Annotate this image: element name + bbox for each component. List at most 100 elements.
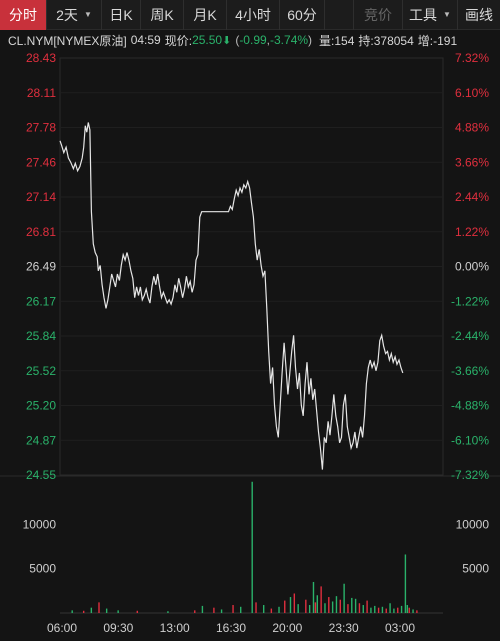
volume-bar xyxy=(314,602,317,613)
price-tick-label: 25.84 xyxy=(26,329,56,343)
tools-dropdown[interactable]: 工具 ▼ xyxy=(403,0,457,30)
time-tick-label: 13:00 xyxy=(160,621,190,635)
divider xyxy=(324,0,325,30)
time-tick-label: 03:00 xyxy=(385,621,415,635)
tab-daily-k[interactable]: 日K xyxy=(102,0,140,30)
divider xyxy=(183,0,184,30)
draw-line-button[interactable]: 画线 xyxy=(458,0,500,30)
volume-bar xyxy=(416,610,418,613)
volume-bar xyxy=(308,605,311,613)
time-tick-label: 09:30 xyxy=(103,621,133,635)
tab-weekly-k[interactable]: 周K xyxy=(141,0,183,30)
volume-bar xyxy=(293,593,296,613)
divider xyxy=(353,0,354,30)
price-tick-label: 27.14 xyxy=(26,190,56,204)
volume-tick-label: 5000 xyxy=(462,562,489,576)
paren-open: ( xyxy=(235,33,240,47)
volume-bar xyxy=(305,599,307,613)
volume-bar xyxy=(400,605,403,613)
pct-tick-label: 2.44% xyxy=(455,190,489,204)
price-change: -0.99 xyxy=(239,33,267,47)
tab-intraday[interactable]: 分时 xyxy=(0,0,46,30)
volume-bar xyxy=(194,610,196,613)
price-tick-label: 28.43 xyxy=(26,51,56,65)
volume-bar xyxy=(389,603,391,613)
time-tick-label: 06:00 xyxy=(47,621,77,635)
arrow-down-icon: ⬇ xyxy=(222,34,232,47)
price-tick-label: 25.20 xyxy=(26,399,56,413)
price-tick-label: 26.81 xyxy=(26,225,56,239)
divider xyxy=(226,0,227,30)
volume-bar xyxy=(347,604,349,613)
volume-bar xyxy=(297,604,299,613)
quote-info-bar: CL.NYM[NYMEX原油] 04:59 现价: 25.50 ⬇ ( -0.9… xyxy=(0,30,500,50)
pct-tick-label: -6.10% xyxy=(451,433,489,447)
intraday-chart[interactable]: 28.43 7.32% 28.11 6.10% 27.78 4.88% 27.46 3.66%… xyxy=(0,50,500,636)
divider xyxy=(457,0,458,30)
period-toolbar: 分时 2天 ▼ 日K 周K 月K 4小时 60分 竞价 工具 ▼ 画线 xyxy=(0,0,500,30)
volume-bar xyxy=(351,597,353,613)
pct-tick-label: -1.22% xyxy=(451,294,489,308)
price-tick-label: 25.52 xyxy=(26,364,56,378)
volume-bar xyxy=(362,605,364,613)
volume-bar xyxy=(406,605,409,613)
volume-bar xyxy=(167,611,169,613)
volume-bar xyxy=(240,606,242,613)
volume-bar xyxy=(255,602,257,613)
volume-bar xyxy=(358,603,361,613)
tools-label: 工具 xyxy=(409,6,438,23)
pct-tick-label: 1.22% xyxy=(455,225,489,239)
volume-bar xyxy=(366,600,368,613)
chevron-down-icon: ▼ xyxy=(443,10,451,19)
pct-tick-label: -4.88% xyxy=(451,399,489,413)
pct-tick-label: -7.32% xyxy=(451,468,489,482)
volume-bar xyxy=(324,603,326,613)
volume-bar xyxy=(354,598,357,613)
tab-intraday-label: 分时 xyxy=(9,6,37,23)
price-line xyxy=(59,122,404,470)
draw-line-label: 画线 xyxy=(465,6,493,23)
chart-svg[interactable]: 28.43 7.32% 28.11 6.10% 27.78 4.88% 27.46 3.66%… xyxy=(0,50,500,636)
volume-readout: 量:154 xyxy=(319,33,355,48)
price-label: 现价: xyxy=(164,33,193,48)
volume-bar xyxy=(105,608,108,613)
volume-bar xyxy=(374,605,376,613)
volume-bar xyxy=(385,608,387,613)
auction-button[interactable]: 竞价 xyxy=(354,0,402,30)
volume-bar xyxy=(251,481,253,613)
quote-time: 04:59 xyxy=(130,33,161,47)
price-tick-label: 28.11 xyxy=(27,86,56,100)
tab-2day-label: 2天 xyxy=(56,6,78,23)
current-price: 25.50 xyxy=(192,33,223,47)
volume-bar xyxy=(335,596,338,613)
tab-60min-label: 60分 xyxy=(287,6,317,23)
volume-tick-label: 10000 xyxy=(23,517,57,531)
chevron-down-icon: ▼ xyxy=(83,10,92,19)
pct-tick-label: 4.88% xyxy=(455,121,489,135)
divider xyxy=(402,0,403,30)
symbol-name: CL.NYM[NYMEX原油] xyxy=(8,33,127,48)
volume-bar xyxy=(397,607,399,613)
volume-bar xyxy=(316,595,319,613)
volume-bar xyxy=(90,607,93,613)
tab-60min[interactable]: 60分 xyxy=(280,0,324,30)
volume-bar xyxy=(136,610,138,613)
volume-bar xyxy=(412,609,414,613)
pct-tick-label: 0.00% xyxy=(455,260,489,274)
tab-2day[interactable]: 2天 ▼ xyxy=(47,0,101,30)
time-tick-label: 16:30 xyxy=(216,621,246,635)
tab-monthly-k[interactable]: 月K xyxy=(184,0,226,30)
divider xyxy=(46,0,47,30)
tab-4hour[interactable]: 4小时 xyxy=(227,0,279,30)
open-interest: 持:378054 xyxy=(358,33,414,48)
volume-bar xyxy=(320,586,322,613)
price-change-pct: -3.74% xyxy=(270,33,309,47)
price-tick-label: 26.17 xyxy=(26,294,56,308)
volume-bar xyxy=(377,607,380,613)
divider xyxy=(101,0,102,30)
volume-bar xyxy=(393,608,395,613)
price-tick-label: 24.87 xyxy=(26,433,56,447)
volume-bar xyxy=(278,606,280,613)
volume-bar xyxy=(284,600,286,613)
tab-daily-k-label: 日K xyxy=(109,6,133,23)
